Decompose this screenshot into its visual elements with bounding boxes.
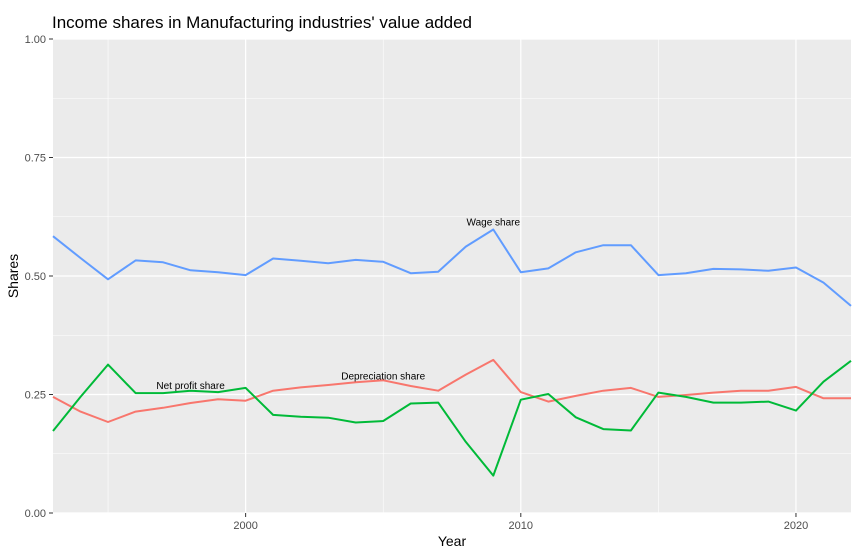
- x-axis-ticks: 2000 2010 2020: [233, 513, 808, 532]
- y-tick-label: 0.75: [25, 153, 46, 165]
- wage-share-line: [52, 228, 852, 307]
- net-profit-share-line: [52, 360, 852, 477]
- net-profit-share-label: Net profit share: [156, 381, 225, 392]
- x-axis-label: Year: [438, 533, 467, 549]
- wage-share-label: Wage share: [467, 217, 521, 228]
- y-tick-label: 1.00: [25, 34, 46, 46]
- y-tick-label: 0.50: [25, 271, 46, 283]
- x-tick-label: 2000: [233, 520, 257, 532]
- major-gridlines: [53, 38, 851, 514]
- x-tick-label: 2010: [509, 520, 533, 532]
- x-tick-label: 2020: [784, 520, 808, 532]
- y-axis-ticks: 0.00 0.25 0.50 0.75 1.00: [25, 34, 53, 520]
- depreciation-share-line: [52, 358, 851, 423]
- series-lines: [52, 228, 852, 477]
- depreciation-share-label: Depreciation share: [341, 372, 425, 383]
- y-axis-label: Shares: [5, 254, 21, 298]
- y-tick-label: 0.25: [25, 390, 46, 402]
- annotations: Wage share Depreciation share Net profit s…: [156, 217, 520, 392]
- chart-title: Income shares in Manufacturing industrie…: [52, 13, 472, 32]
- y-tick-label: 0.00: [25, 508, 46, 520]
